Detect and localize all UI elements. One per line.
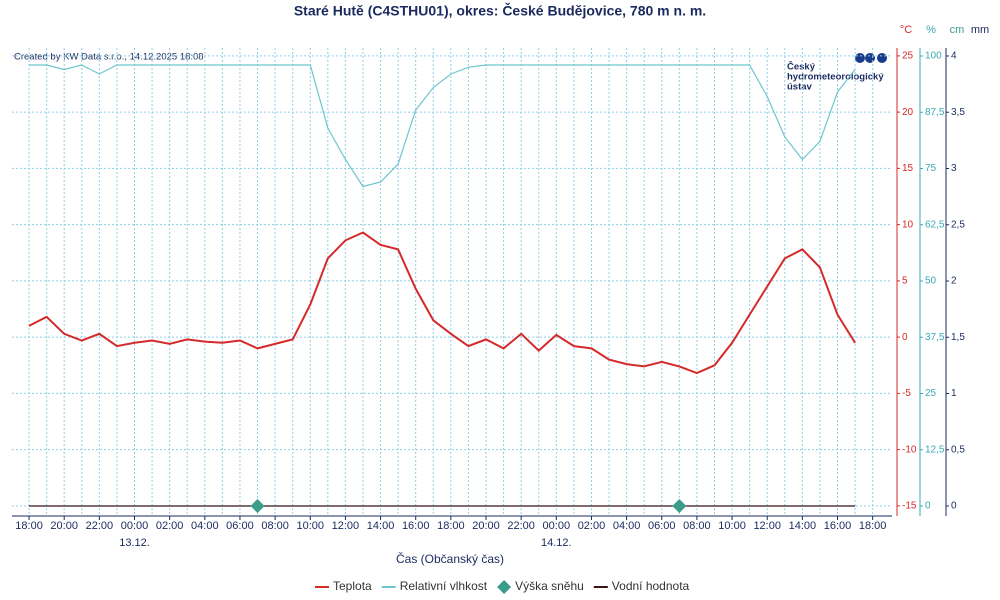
y-tick-label: 3,5 (951, 107, 965, 118)
x-axis-title: Čas (Občanský čas) (396, 551, 504, 566)
x-tick-label: 02:00 (578, 520, 606, 532)
chart-title: Staré Hutě (C4STHU01), okres: České Budě… (294, 2, 706, 19)
x-tick-label: 06:00 (226, 520, 254, 532)
x-tick-label: 14:00 (367, 520, 395, 532)
y-tick-label: 5 (902, 276, 908, 287)
y-tick-label: 3 (951, 163, 957, 174)
y-tick-label: 87,5 (925, 107, 945, 118)
y-tick-label: 20 (902, 107, 914, 118)
legend-label: Výška sněhu (515, 579, 584, 593)
x-tick-label: 12:00 (332, 520, 360, 532)
x-tick-label: 18:00 (859, 520, 887, 532)
x-tick-label: 20:00 (472, 520, 500, 532)
x-tick-label: 02:00 (156, 520, 184, 532)
x-tick-label: 20:00 (50, 520, 78, 532)
logo-text: hydrometeorologický (787, 72, 884, 83)
series-line (29, 64, 856, 188)
x-tick-label: 18:00 (437, 520, 465, 532)
x-tick-label: 18:00 (15, 520, 43, 532)
x-tick-label: 10:00 (718, 520, 746, 532)
y-tick-label: 50 (925, 276, 937, 287)
y-tick-label: 0 (902, 332, 908, 343)
x-tick-label: 08:00 (261, 520, 289, 532)
y-tick-label: 62,5 (925, 219, 945, 230)
plot-area (12, 48, 892, 516)
y-tick-label: 25 (902, 51, 914, 62)
y2-unit: % (926, 24, 936, 36)
y-tick-label: 0 (925, 501, 931, 512)
snow-marker (672, 498, 687, 513)
legend-label: Vodní hodnota (612, 579, 690, 593)
x-tick-label: 00:00 (543, 520, 571, 532)
date-label: 13.12. (119, 537, 150, 549)
y-tick-label: 2,5 (951, 219, 965, 230)
y-tick-label: 1,5 (951, 332, 965, 343)
x-tick-label: 14:00 (789, 520, 817, 532)
y3-unit: cm (950, 24, 965, 36)
x-tick-label: 22:00 (86, 520, 114, 532)
y-tick-label: 1 (951, 388, 957, 399)
x-tick-label: 12:00 (753, 520, 781, 532)
x-tick-label: 16:00 (824, 520, 852, 532)
x-tick-label: 06:00 (648, 520, 676, 532)
x-tick-label: 16:00 (402, 520, 430, 532)
x-tick-label: 04:00 (613, 520, 641, 532)
x-tick-label: 00:00 (121, 520, 149, 532)
logo-text: ústav (787, 82, 813, 93)
y-tick-label: -15 (902, 501, 917, 512)
y-tick-label: 25 (925, 388, 937, 399)
y-tick-label: -5 (902, 388, 911, 399)
x-tick-label: 08:00 (683, 520, 711, 532)
x-tick-label: 10:00 (296, 520, 324, 532)
y-tick-label: 0 (951, 501, 957, 512)
logo-text: Český (787, 61, 816, 73)
y-tick-label: 2 (951, 276, 957, 287)
y-tick-label: 4 (951, 51, 957, 62)
y-tick-label: 100 (925, 51, 942, 62)
x-tick-label: 22:00 (507, 520, 535, 532)
legend-swatch (497, 580, 512, 594)
series-line (28, 231, 856, 375)
y3-unit: mm (971, 24, 989, 36)
legend-label: Relativní vlhkost (400, 579, 488, 593)
y-tick-label: 0,5 (951, 444, 965, 455)
y-tick-label: 15 (902, 163, 914, 174)
date-label: 14.12. (541, 537, 572, 549)
x-tick-label: 04:00 (191, 520, 219, 532)
y-unit: °C (900, 24, 912, 36)
y-tick-label: 12,5 (925, 444, 945, 455)
y-tick-label: 10 (902, 219, 914, 230)
snow-marker (250, 498, 265, 513)
logo (855, 53, 887, 63)
legend-label: Teplota (333, 579, 372, 593)
y-tick-label: 75 (925, 163, 937, 174)
credit: Created by KW Data s.r.o., 14.12.2025 18… (14, 52, 204, 63)
y-tick-label: -10 (902, 444, 917, 455)
y-tick-label: 37,5 (925, 332, 945, 343)
